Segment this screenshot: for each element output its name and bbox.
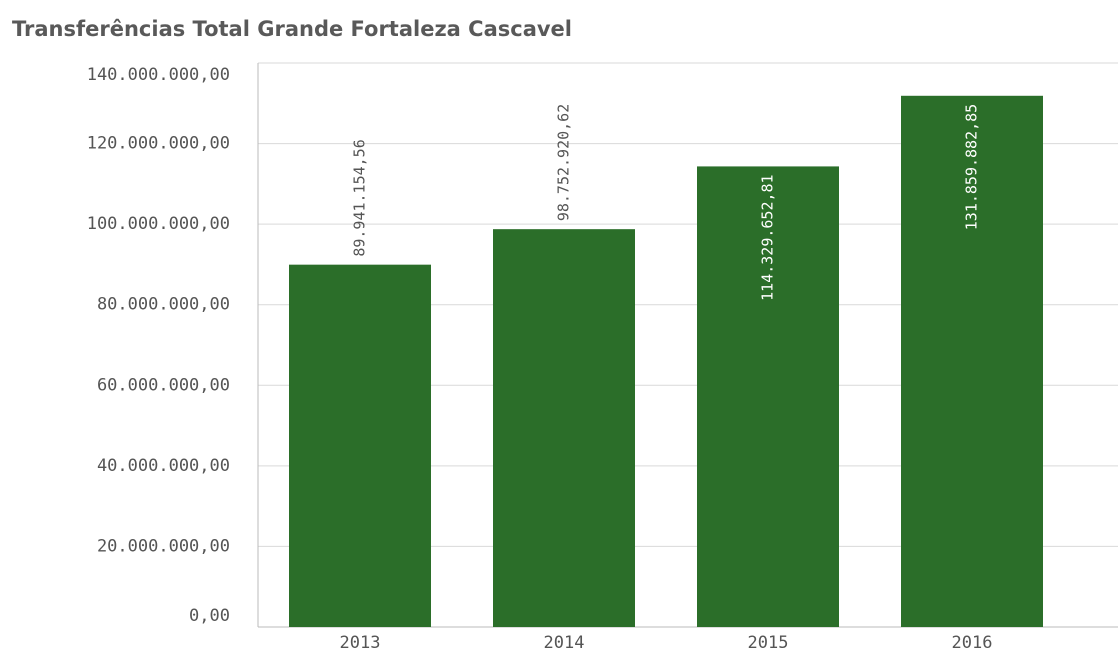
bar [289,264,431,627]
x-tick-label: 2013 [340,633,381,652]
bar [901,95,1043,628]
y-tick-label: 80.000.000,00 [97,295,230,315]
value-label: 98.752.920,62 [555,104,573,221]
bar [493,229,635,627]
bar [697,166,839,627]
value-label: 131.859.882,85 [963,104,981,230]
x-tick-label: 2016 [952,633,993,652]
y-tick-label: 20.000.000,00 [97,536,230,556]
value-label: 89.941.154,56 [351,139,369,256]
y-tick-label: 120.000.000,00 [87,134,230,154]
y-tick-label: 100.000.000,00 [87,214,230,234]
x-tick-label: 2014 [544,633,585,652]
x-tick-label: 2015 [748,633,789,652]
chart-title: Transferências Total Grande Fortaleza Ca… [12,17,572,41]
value-label: 114.329.652,81 [759,174,777,300]
y-tick-label: 40.000.000,00 [97,456,230,476]
y-tick-label: 60.000.000,00 [97,375,230,395]
y-tick-label: 0,00 [189,606,230,626]
y-tick-label: 140.000.000,00 [87,65,230,85]
